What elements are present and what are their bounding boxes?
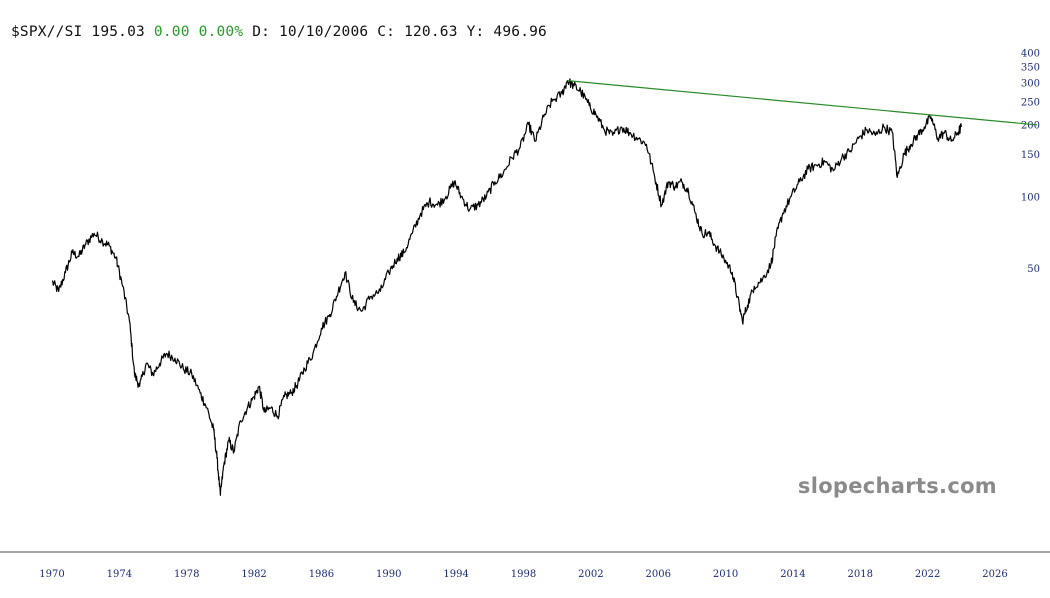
close-label: C:	[377, 24, 396, 40]
y-label: Y:	[466, 24, 485, 40]
resistance-trendline[interactable]	[567, 80, 1038, 126]
x-tick-label: 1998	[511, 569, 536, 580]
y-value: 496.96	[493, 24, 547, 40]
trendline-layer	[567, 80, 1038, 126]
x-tick-label: 1994	[443, 569, 468, 580]
x-tick-label: 1990	[376, 569, 401, 580]
last-price: 195.03	[91, 24, 145, 40]
date-value: 10/10/2006	[279, 24, 369, 40]
x-tick-label: 1978	[174, 569, 199, 580]
x-tick-label: 2014	[780, 569, 805, 580]
y-tick-label: 350	[1021, 62, 1040, 73]
quote-header: $SPX//SI 195.03 0.00 0.00% D: 10/10/2006…	[11, 24, 547, 40]
x-tick-label: 1986	[309, 569, 334, 580]
y-tick-label: 250	[1021, 97, 1040, 108]
date-label: D:	[252, 24, 271, 40]
watermark: slopecharts.com	[797, 474, 997, 498]
x-axis: 1970 1974 1978 1982 1986 1990 1994 1998 2002 2006…	[0, 551, 1050, 580]
series-layer	[51, 78, 962, 496]
symbol: $SPX//SI	[11, 24, 83, 40]
y-tick-label: 400	[1021, 49, 1040, 60]
close-value: 120.63	[404, 24, 458, 40]
x-tick-label: 1970	[39, 569, 64, 580]
x-tick-label: 2026	[982, 569, 1007, 580]
x-tick-label: 2018	[848, 569, 873, 580]
x-tick-label: 2022	[915, 569, 940, 580]
y-tick-label: 300	[1021, 78, 1040, 89]
x-tick-label: 2002	[578, 569, 603, 580]
x-tick-label: 2006	[645, 569, 670, 580]
y-tick-label: 200	[1021, 120, 1040, 131]
price-series-line	[51, 78, 962, 496]
change-percent: 0.00%	[198, 24, 244, 40]
y-tick-label: 150	[1021, 150, 1040, 161]
x-tick-label: 1982	[241, 569, 266, 580]
y-tick-label: 100	[1021, 192, 1040, 203]
x-tick-label: 1974	[107, 569, 132, 580]
x-tick-label: 2010	[713, 569, 738, 580]
y-tick-label: 50	[1027, 264, 1040, 275]
y-axis: 50 100 150 200 250 300 350 400	[1021, 49, 1040, 276]
change-value: 0.00	[153, 24, 190, 40]
